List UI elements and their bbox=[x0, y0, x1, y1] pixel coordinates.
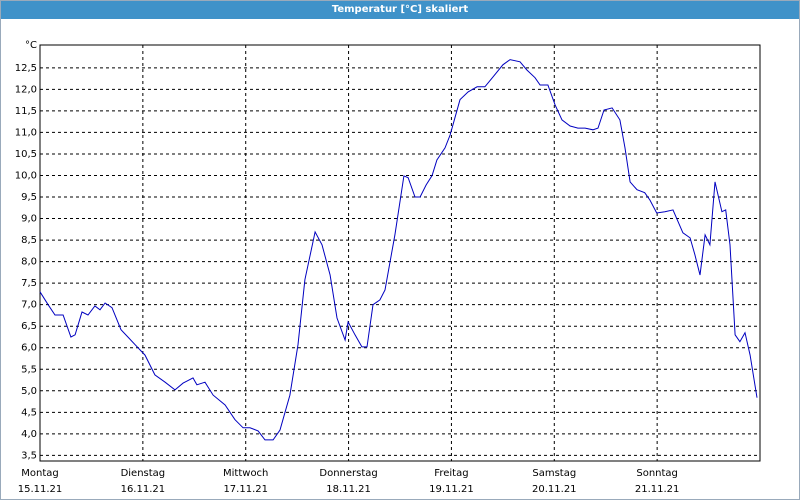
x-tick-label: Dienstag bbox=[121, 468, 166, 479]
y-tick-label: 6,0 bbox=[21, 343, 37, 354]
plot-frame bbox=[39, 44, 761, 462]
y-tick-label: 7,5 bbox=[21, 278, 37, 289]
x-tick-date: 15.11.21 bbox=[18, 484, 63, 495]
x-tick-label: Samstag bbox=[532, 468, 576, 479]
y-tick-label: 9,5 bbox=[21, 192, 37, 203]
y-tick-label: 10,0 bbox=[15, 170, 37, 181]
y-tick-label: 6,5 bbox=[21, 321, 37, 332]
x-tick-label: Freitag bbox=[434, 468, 468, 479]
x-tick-label: Mittwoch bbox=[223, 468, 268, 479]
y-tick-label: 8,0 bbox=[21, 257, 37, 268]
y-tick-label: 12,5 bbox=[15, 63, 37, 74]
y-tick-label: 8,5 bbox=[21, 235, 37, 246]
y-tick-label: 4,5 bbox=[21, 407, 37, 418]
x-tick-label: Montag bbox=[21, 468, 58, 479]
x-tick-date: 20.11.21 bbox=[532, 484, 577, 495]
x-tick-date: 19.11.21 bbox=[429, 484, 474, 495]
y-tick-label: 3,5 bbox=[21, 450, 37, 461]
y-tick-label: 11,0 bbox=[15, 127, 37, 138]
x-tick-date: 21.11.21 bbox=[635, 484, 680, 495]
title-bar: Temperatur [°C] skaliert bbox=[1, 1, 799, 19]
y-tick-label: 7,0 bbox=[21, 300, 37, 311]
y-tick-label: 5,0 bbox=[21, 386, 37, 397]
y-unit: °C bbox=[25, 40, 37, 51]
x-tick-date: 16.11.21 bbox=[121, 484, 166, 495]
x-tick-label: Sonntag bbox=[636, 468, 678, 479]
x-tick-date: 18.11.21 bbox=[326, 484, 371, 495]
temperature-line bbox=[39, 59, 758, 441]
x-tick-date: 17.11.21 bbox=[223, 484, 268, 495]
y-tick-label: 5,5 bbox=[21, 364, 37, 375]
y-tick-label: 12,0 bbox=[15, 84, 37, 95]
y-tick-label: 10,5 bbox=[15, 149, 37, 160]
y-tick-label: 11,5 bbox=[15, 106, 37, 117]
y-tick-label: 4,0 bbox=[21, 429, 37, 440]
x-tick-label: Donnerstag bbox=[319, 468, 377, 479]
y-tick-label: 9,0 bbox=[21, 214, 37, 225]
